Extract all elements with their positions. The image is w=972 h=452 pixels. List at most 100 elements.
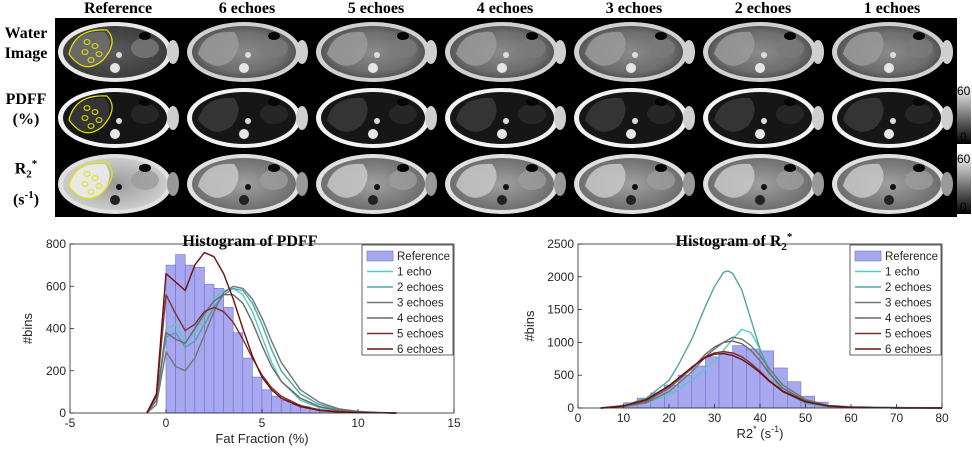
x-tick-label: 70 [890,411,904,425]
arm-slice [554,40,566,64]
roi-circle-4 [87,57,95,63]
spine [626,195,636,205]
hist-bar [732,345,747,409]
y-tick-label: 500 [554,368,574,382]
series-line-2-echoes [146,287,397,414]
x-tick-label: 80 [935,411,949,425]
legend-label: 5 echoes [885,329,932,341]
y-tick-label: 2000 [547,270,574,284]
stomach-region [260,38,288,58]
row-label-water: Water [4,25,48,42]
liver-region [714,163,755,198]
arm-slice [296,172,308,196]
roi-liver-outline [68,95,113,134]
aorta [116,118,122,124]
stomach-region [260,104,288,124]
spine [497,129,507,139]
roi-circle-1 [91,109,99,115]
x-tick-label: 20 [662,411,676,425]
stomach-region [905,104,933,124]
hist-bar [165,264,176,414]
row-label-r2star: R2* (s-1) [0,154,52,210]
row-label-pdff: PDFF (%) [0,90,52,130]
aorta [374,184,380,190]
series-line-4-echoes [146,294,397,414]
legend-label: 6 echoes [885,344,932,356]
arm-slice [296,40,308,64]
legend-label-reference: Reference [885,251,938,263]
stomach-region [776,104,804,124]
column-title-6-echoes: 6 echoes [218,0,276,17]
arm-slice [941,40,953,64]
legend-box [849,244,942,356]
legend: Reference 1 echo 2 echoes 3 echoes 4 echoes 5… [849,244,942,356]
aorta [503,118,509,124]
aorta [890,52,896,58]
spine [755,129,765,139]
column-title-reference: Reference [83,0,153,17]
stomach-region [647,170,675,190]
legend-label: 3 echoes [885,298,932,310]
row-label-r2-letter: R [14,160,27,178]
roi-circle-3 [95,51,103,57]
air-pocket [526,98,538,106]
spine [239,195,249,205]
stomach-region [905,38,933,58]
mri-panel-r1-c1 [187,88,308,148]
legend: Reference 1 echo 2 echoes 3 echoes 4 echoes 5… [361,244,454,356]
spine [884,129,894,139]
mri-panel-r0-c6 [832,22,953,82]
row-label-r2-sub: 2 [26,168,32,181]
y-tick-label: 0 [567,401,574,415]
air-pocket [397,164,409,172]
x-axis-label: Fat Fraction (%) [215,431,308,446]
air-pocket [655,32,667,40]
liver-region [327,31,368,66]
legend-swatch-reference [366,250,394,262]
roi-circle-0 [83,39,91,45]
x-tick-label: 30 [708,411,722,425]
aorta [890,184,896,190]
stomach-region [905,170,933,190]
y-tick-label: 600 [46,279,66,293]
aorta [245,118,251,124]
stomach-region [260,170,288,190]
series-line-2-echoes [600,270,943,409]
stomach-region [131,38,159,58]
liver-region [69,31,110,66]
colorbar-r2star [957,152,971,214]
legend-label: 2 echoes [885,282,932,294]
stomach-region [389,38,417,58]
arm-slice [425,106,437,130]
liver-region [456,163,497,198]
spine [239,63,249,73]
hist-bar [213,288,224,414]
air-pocket [526,164,538,172]
arm-slice [167,106,179,130]
liver-region [69,163,110,198]
spine [755,195,765,205]
roi-liver-outline [68,29,113,68]
air-pocket [268,164,280,172]
x-tick-label: 0 [163,416,170,430]
air-pocket [268,98,280,106]
hist-r2-title-main: Histogram of R [676,233,782,250]
histogram-pdff-chart: Histogram of PDFF -5 0 5 10 150200400600800#… [20,233,461,446]
y-axis-label: #bins [522,310,537,342]
x-label-sup: * [753,424,757,434]
hist-bar [232,332,244,414]
hist-pdff-title: Histogram of PDFF [182,233,317,250]
liver-region [456,97,497,132]
roi-circle-4 [87,123,95,129]
arm-slice [296,106,308,130]
hist-r2-title-sub: 2 [781,241,787,253]
hist-bar [223,307,234,414]
arm-slice [812,40,824,64]
aorta [116,52,122,58]
mri-panel-r2-c5 [703,154,824,214]
legend-label-reference: Reference [397,251,450,263]
aorta [761,118,767,124]
x-tick-label: 60 [844,411,858,425]
liver-region [714,31,755,66]
mri-panel-r0-c1 [187,22,308,82]
